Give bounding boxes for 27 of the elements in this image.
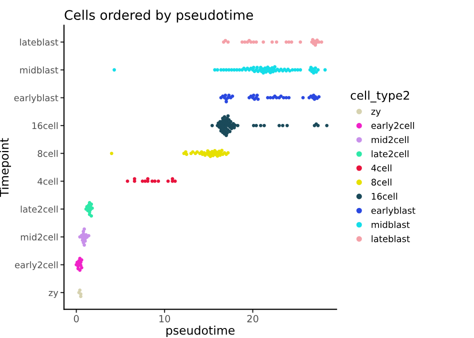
legend-label: lateblast	[372, 235, 410, 242]
x-axis-title: pseudotime	[166, 326, 235, 338]
legend-label: 8cell	[371, 178, 392, 186]
y-axis-title: Timepoint	[0, 138, 11, 197]
legend-label: mid2cell	[372, 136, 408, 144]
x-tick-label: 0	[74, 314, 79, 322]
legend-label: 4cell	[371, 164, 392, 172]
y-tick-label: mid2cell	[20, 233, 58, 240]
legend-label: early2cell	[371, 122, 414, 131]
y-tick-label: 8cell	[38, 150, 58, 157]
y-tick-label: 16cell	[32, 122, 58, 130]
y-tick-label: early2cell	[15, 261, 58, 270]
legend-label: 16cell	[372, 192, 398, 200]
y-tick-label: earlyblast	[14, 94, 58, 104]
y-tick-label: 4cell	[38, 178, 58, 185]
x-tick-label: 20	[247, 314, 258, 322]
legend-label: earlyblast	[371, 206, 416, 216]
x-tick-label: 10	[159, 314, 170, 322]
legend-title: cell_type2	[350, 90, 410, 102]
y-tick-label: lateblast	[20, 38, 58, 46]
legend-label: zy	[371, 110, 381, 117]
y-tick-label: late2cell	[20, 206, 58, 213]
y-tick-label: zy	[48, 291, 58, 298]
legend-label: midblast	[372, 221, 410, 228]
legend-label: late2cell	[372, 150, 408, 158]
chart-title: Cells ordered by pseudotime	[64, 10, 253, 23]
y-tick-label: midblast	[20, 66, 58, 74]
